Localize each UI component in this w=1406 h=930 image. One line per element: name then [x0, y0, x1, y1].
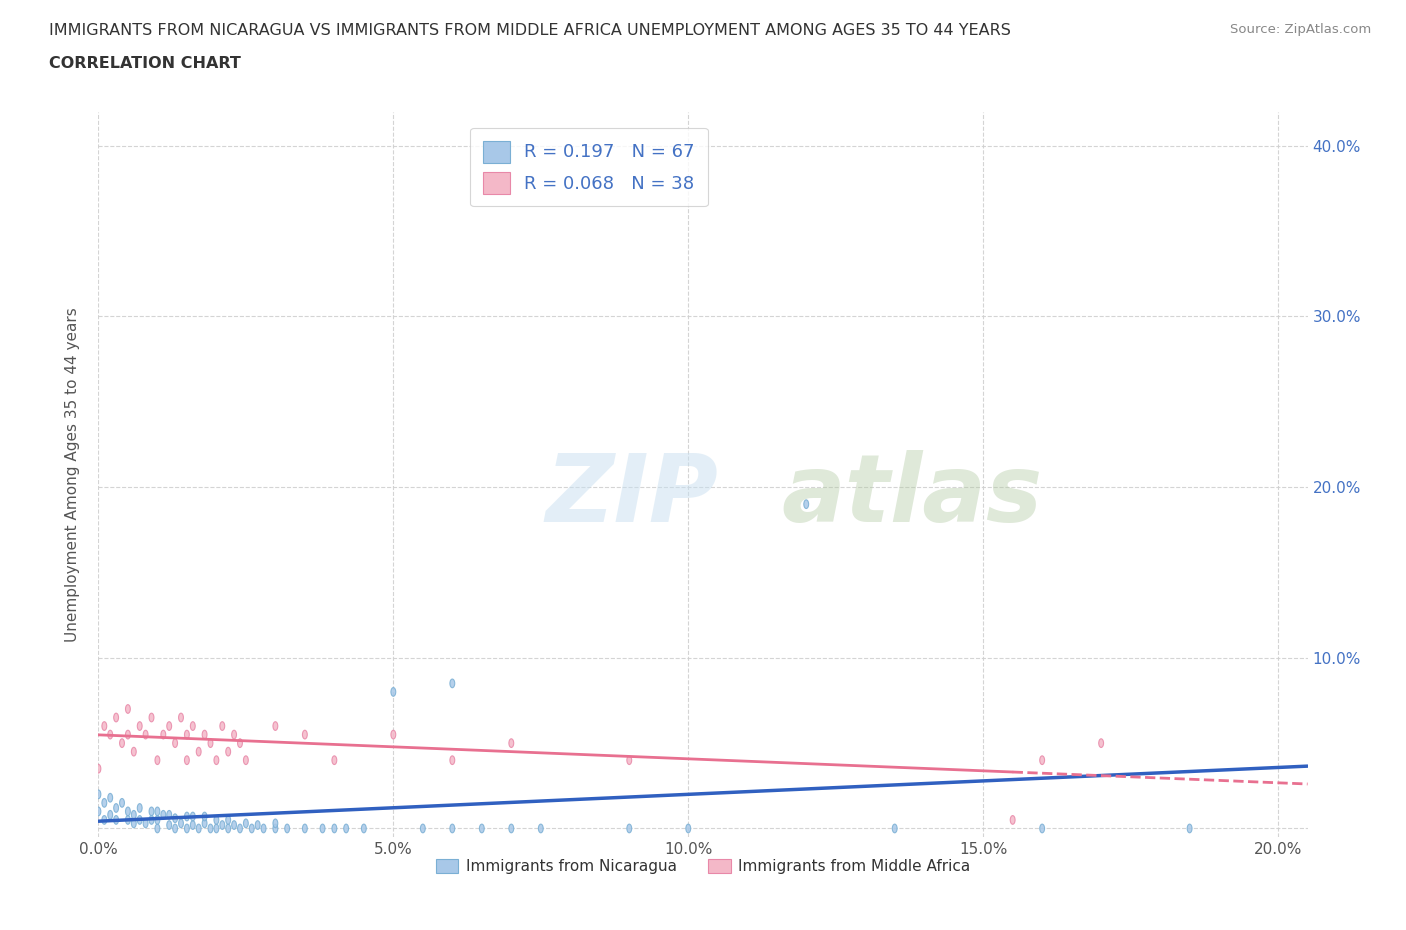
Text: Source: ZipAtlas.com: Source: ZipAtlas.com [1230, 23, 1371, 36]
Text: IMMIGRANTS FROM NICARAGUA VS IMMIGRANTS FROM MIDDLE AFRICA UNEMPLOYMENT AMONG AG: IMMIGRANTS FROM NICARAGUA VS IMMIGRANTS … [49, 23, 1011, 38]
Y-axis label: Unemployment Among Ages 35 to 44 years: Unemployment Among Ages 35 to 44 years [65, 307, 80, 642]
Text: CORRELATION CHART: CORRELATION CHART [49, 56, 240, 71]
Text: atlas: atlas [782, 450, 1043, 542]
Text: ZIP: ZIP [546, 450, 718, 542]
Legend: Immigrants from Nicaragua, Immigrants from Middle Africa: Immigrants from Nicaragua, Immigrants fr… [429, 853, 977, 880]
